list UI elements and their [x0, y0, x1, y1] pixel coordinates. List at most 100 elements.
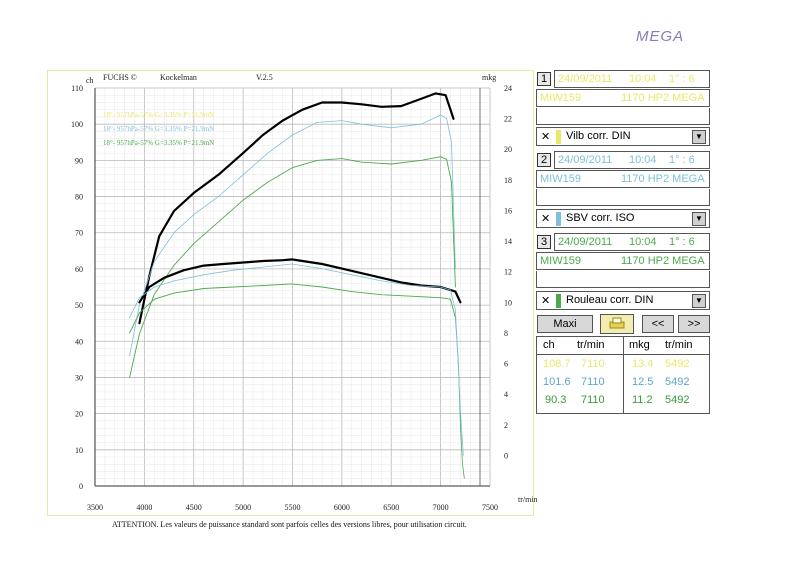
run-3-close-icon[interactable]: ✕ — [541, 295, 551, 307]
torque-unit-label: mkg — [482, 73, 497, 82]
maxi-button[interactable]: Maxi — [537, 315, 593, 333]
x-tick-label: 4500 — [186, 503, 202, 512]
row-2-torque-rpm: 5492 — [665, 376, 690, 388]
handwritten-note: MEGA — [636, 28, 685, 45]
legend-text-2: 18°- 957hPa-57% G=3.35% P=21.9mN — [103, 125, 215, 133]
y-right-tick-label: 12 — [504, 268, 512, 277]
previous-button[interactable]: << — [642, 315, 674, 333]
run-1-number[interactable]: 1 — [537, 72, 551, 86]
y-left-tick-label: 50 — [75, 301, 83, 310]
next-button[interactable]: >> — [678, 315, 710, 333]
run-1-color-swatch — [556, 130, 561, 144]
legend-entry-3: 18°- 957hPa-57% G=3.35% P=21.9mN — [103, 139, 214, 147]
row-2-torque: 12.5 — [632, 376, 654, 388]
run-3-date: 24/09/2011 — [558, 236, 613, 248]
run-3-info: MIW159 1170 HP2 MEGA — [536, 252, 710, 270]
run-2-color-swatch — [556, 212, 561, 226]
series-line-5 — [129, 263, 456, 319]
version-label: V.2.5 — [256, 73, 273, 82]
run-3-number[interactable]: 3 — [537, 235, 551, 249]
y-right-tick-label: 4 — [504, 390, 508, 399]
run-1-desc: 1170 HP2 MEGA — [621, 92, 705, 104]
row-3-torque-rpm: 5492 — [665, 394, 690, 406]
run-3-ratio: 1° : 6 — [669, 236, 695, 248]
run-1-correction-row: ✕ Vilb corr. DIN ▼ — [536, 127, 710, 146]
run-2-correction[interactable]: SBV corr. ISO — [566, 212, 635, 224]
series-line-2 — [129, 114, 456, 357]
legend-entry-1: 18°- 957hPa-57% G=3.35% P=21.9mN — [103, 111, 214, 119]
footer-note: ATTENTION. Les valeurs de puissance stan… — [112, 520, 467, 529]
run-1-date: 24/09/2011 — [558, 73, 613, 85]
run-1-spacer — [536, 108, 710, 125]
run-2-date: 24/09/2011 — [558, 154, 613, 166]
y-left-tick-label: 40 — [75, 337, 83, 346]
print-button[interactable] — [600, 314, 634, 334]
run-3-spacer — [536, 271, 710, 288]
x-tick-label: 5000 — [235, 503, 251, 512]
run-3-correction-row: ✕ Rouleau corr. DIN ▼ — [536, 291, 710, 310]
run-1-header: 24/09/2011 10:04 1° : 6 — [554, 70, 710, 88]
run-1-dropdown-icon[interactable]: ▼ — [692, 130, 706, 144]
y-right-tick-label: 20 — [504, 145, 512, 154]
run-2-close-icon[interactable]: ✕ — [541, 213, 551, 225]
legend-entry-2: 18°- 957hPa-57% G=3.35% P=21.9mN — [103, 125, 214, 133]
row-1-hp: 108.7 — [543, 358, 571, 370]
run-1-info: MIW159 1170 HP2 MEGA — [536, 89, 710, 107]
x-tick-label: 7500 — [482, 503, 498, 512]
y-right-tick-label: 24 — [504, 84, 512, 93]
y-right-tick-label: 14 — [504, 237, 512, 246]
x-tick-label: 5500 — [285, 503, 301, 512]
x-axis-label: tr/min — [518, 495, 538, 504]
x-tick-label: 4000 — [136, 503, 152, 512]
run-3-correction[interactable]: Rouleau corr. DIN — [566, 294, 654, 306]
run-1-correction[interactable]: Vilb corr. DIN — [566, 130, 631, 142]
y-left-tick-label: 60 — [75, 265, 83, 274]
x-tick-label: 6500 — [383, 503, 399, 512]
y-left-tick-label: 10 — [75, 446, 83, 455]
y-left-tick-label: 110 — [71, 84, 83, 93]
author-label: Kockelman — [160, 73, 197, 82]
run-1-close-icon[interactable]: ✕ — [541, 131, 551, 143]
legend-text-3: 18°- 957hPa-57% G=3.35% P=21.9mN — [103, 139, 215, 147]
run-2-header: 24/09/2011 10:04 1° : 6 — [554, 151, 710, 169]
run-2-dropdown-icon[interactable]: ▼ — [692, 212, 706, 226]
y-left-tick-label: 80 — [75, 193, 83, 202]
run-3-color-swatch — [556, 294, 561, 308]
run-2-spacer — [536, 189, 710, 206]
series-line-3 — [129, 156, 456, 378]
y-right-tick-label: 0 — [504, 451, 508, 460]
run-2-info: MIW159 1170 HP2 MEGA — [536, 170, 710, 188]
run-2-ratio: 1° : 6 — [669, 154, 695, 166]
print-icon — [609, 317, 625, 329]
y-left-tick-label: 100 — [71, 120, 83, 129]
col-torque-rpm: tr/min — [665, 339, 693, 351]
run-3-header: 24/09/2011 10:04 1° : 6 — [554, 233, 710, 251]
y-left-tick-label: 20 — [75, 410, 83, 419]
y-right-tick-label: 8 — [504, 329, 508, 338]
row-1-torque: 13.4 — [632, 358, 654, 370]
y-left-tick-label: 0 — [79, 482, 83, 491]
y-left-tick-label: 90 — [75, 156, 83, 165]
row-3-torque: 11.2 — [632, 394, 653, 406]
col-torque: mkg — [629, 339, 650, 351]
run-3-time: 10:04 — [629, 236, 657, 248]
run-2-desc: 1170 HP2 MEGA — [621, 173, 705, 185]
table-header-rule — [537, 354, 709, 355]
y-left-tick-label: 30 — [75, 373, 83, 382]
run-2-number[interactable]: 2 — [537, 153, 551, 167]
y-right-tick-label: 10 — [504, 298, 512, 307]
run-3-dropdown-icon[interactable]: ▼ — [692, 294, 706, 308]
y-right-tick-label: 2 — [504, 421, 508, 430]
row-3-hp: 90.3 — [545, 394, 567, 406]
row-2-hp: 101.6 — [543, 376, 571, 388]
chart-frame — [47, 70, 534, 516]
y-left-tick-label: 70 — [75, 229, 83, 238]
series-line-6 — [129, 283, 456, 334]
x-tick-label: 7000 — [433, 503, 449, 512]
y-right-tick-label: 22 — [504, 115, 512, 124]
col-hp-rpm: tr/min — [577, 339, 605, 351]
hp-unit-label: ch — [86, 76, 94, 85]
series-line-8 — [454, 309, 464, 456]
run-1-time: 10:04 — [629, 73, 657, 85]
